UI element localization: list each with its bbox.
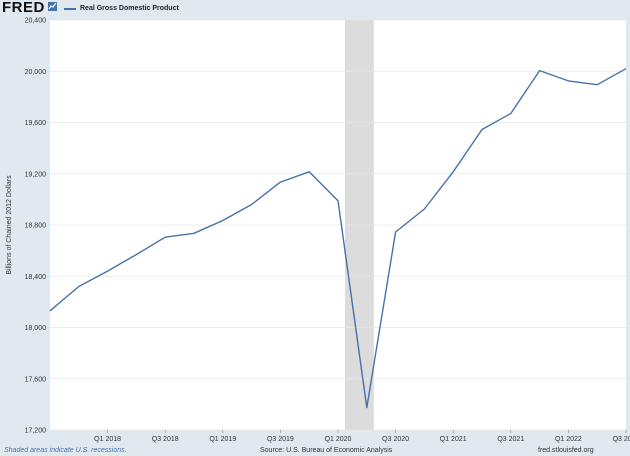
site-link[interactable]: fred.stlouisfed.org (538, 447, 594, 454)
x-tick-label: Q1 2018 (94, 436, 121, 443)
x-tick-label: Q1 2022 (555, 436, 582, 443)
x-tick-label: Q1 2019 (209, 436, 236, 443)
y-tick-label: 19,200 (25, 171, 47, 178)
y-tick-label: 17,600 (25, 376, 47, 383)
legend-line-swatch (64, 8, 76, 10)
y-axis-label: Billions of Chained 2012 Dollars (6, 175, 13, 275)
y-tick-label: 18,400 (25, 274, 47, 281)
y-tick-label: 20,000 (25, 69, 47, 76)
recession-note: Shaded areas indicate U.S. recessions. (4, 447, 127, 454)
legend-label: Real Gross Domestic Product (80, 5, 179, 12)
chart-footer: Shaded areas indicate U.S. recessions. S… (0, 445, 630, 456)
chart-header: FRED Real Gross Domestic Product (0, 0, 630, 18)
y-tick-label: 17,200 (25, 428, 47, 435)
series-line-real-gdp (49, 68, 627, 409)
fred-logo: FRED (2, 0, 45, 16)
x-tick-label: Q3 2022 (613, 436, 630, 443)
x-tick-label: Q3 2018 (152, 436, 179, 443)
source-note: Source: U.S. Bureau of Economic Analysis (260, 447, 393, 454)
x-tick-label: Q3 2019 (267, 436, 294, 443)
x-tick-label: Q1 2021 (440, 436, 467, 443)
x-tick-label: Q1 2020 (325, 436, 352, 443)
y-tick-label: 19,600 (25, 120, 47, 127)
y-tick-label: 18,000 (25, 325, 47, 332)
fred-logo-graph-icon (48, 2, 57, 11)
y-tick-label: 18,800 (25, 223, 47, 230)
x-tick-label: Q3 2021 (497, 436, 524, 443)
x-tick-label: Q3 2020 (382, 436, 409, 443)
y-tick-label: 20,400 (25, 18, 47, 25)
